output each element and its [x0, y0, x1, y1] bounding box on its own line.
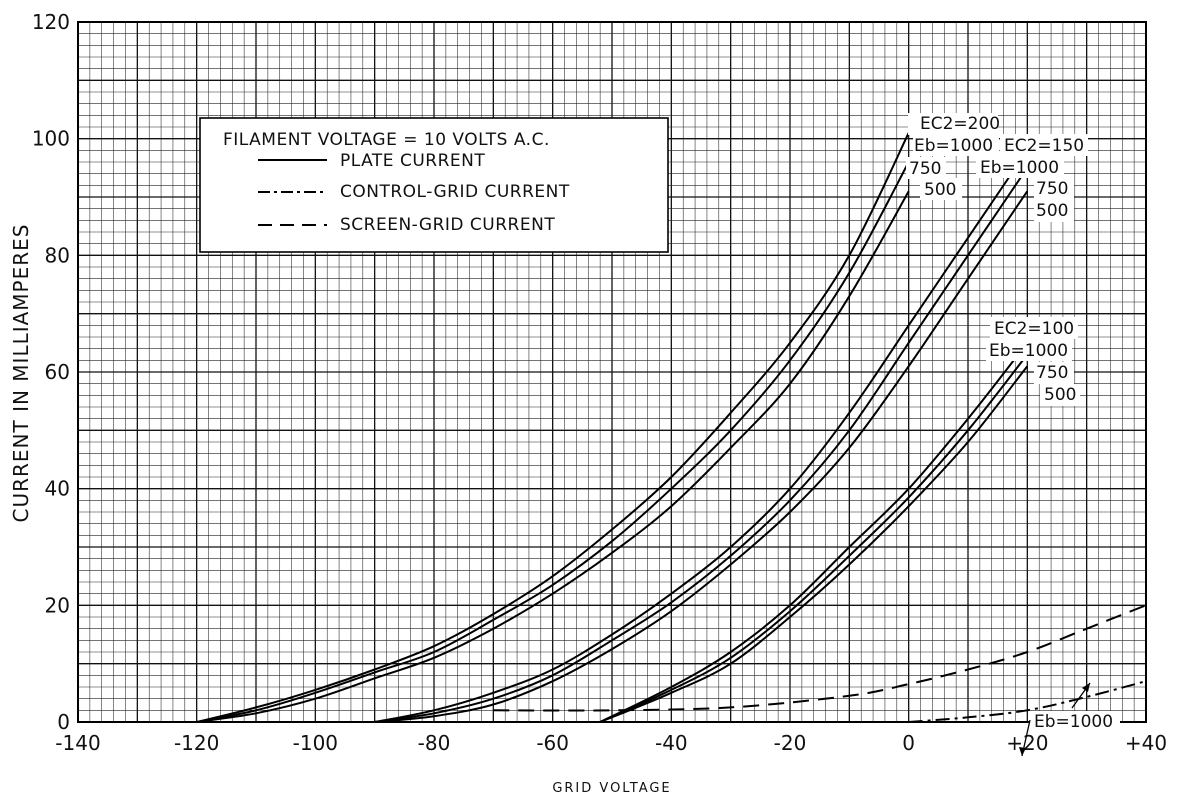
y-tick-label: 20	[45, 593, 70, 617]
label-ec2-150: EC2=150	[1004, 136, 1084, 156]
curve-ec2-150-eb-1000	[374, 149, 1029, 723]
curve-ec2-150-eb-500	[374, 190, 1029, 723]
legend-entry-plate: PLATE CURRENT	[340, 151, 485, 171]
y-tick-label: 100	[32, 127, 70, 151]
label-eb-1000-200: Eb=1000	[914, 136, 993, 156]
y-tick-label: 80	[45, 243, 70, 267]
curve-ec2-150-eb-750	[374, 167, 1029, 723]
curve-control-grid-eb-1000	[908, 680, 1147, 723]
pointer-control-grid-arrow	[1019, 747, 1026, 756]
x-tick-label: -80	[418, 731, 451, 755]
x-tick-label: -60	[536, 731, 569, 755]
legend: FILAMENT VOLTAGE = 10 VOLTS A.C. PLATE C…	[199, 117, 669, 253]
y-tick-label: 40	[45, 477, 70, 501]
label-eb-1000-grid: Eb=1000	[1034, 712, 1113, 732]
plot-curves	[196, 132, 1147, 723]
plot-frame	[77, 21, 1147, 723]
curve-ec2-200-eb-750	[196, 161, 910, 723]
x-axis-label: GRID VOLTAGE	[552, 781, 671, 796]
x-tick-label: +20	[1006, 731, 1048, 755]
label-750-100: 750	[1036, 363, 1068, 383]
y-axis-label: CURRENT IN MILLIAMPERES	[9, 224, 33, 523]
x-tick-label: 0	[902, 731, 915, 755]
curve-ec2-100-eb-1000	[599, 342, 1029, 723]
curve-ec2-200-eb-500	[196, 190, 910, 723]
grid	[77, 21, 1147, 723]
x-tick-label: +40	[1125, 731, 1167, 755]
x-tick-label: -40	[655, 731, 688, 755]
x-tick-label: -100	[293, 731, 338, 755]
label-750-200: 750	[909, 159, 941, 179]
curve-ec2-100-eb-750	[599, 353, 1029, 723]
label-ec2-200: EC2=200	[920, 114, 1000, 134]
label-500-200: 500	[924, 180, 956, 200]
legend-title: FILAMENT VOLTAGE = 10 VOLTS A.C.	[223, 130, 550, 150]
label-500-100: 500	[1044, 385, 1076, 405]
label-ec2-100: EC2=100	[994, 319, 1074, 339]
tick-labels: -140 -120 -100 -80 -60 -40 -20 0 +20 +40 0 20 40 60 80…	[32, 10, 1167, 755]
pointer-screen-grid-arrow	[1082, 683, 1090, 692]
legend-entry-screen-grid: SCREEN-GRID CURRENT	[340, 215, 555, 235]
legend-entry-control-grid: CONTROL-GRID CURRENT	[340, 182, 570, 202]
y-tick-label: 120	[32, 10, 70, 34]
legend-box	[199, 117, 669, 253]
y-tick-label: 60	[45, 360, 70, 384]
y-tick-label: 0	[57, 710, 70, 734]
curve-ec2-200-eb-1000	[196, 132, 910, 723]
label-750-150: 750	[1036, 179, 1068, 199]
label-500-150: 500	[1036, 201, 1068, 221]
curve-annotations: EC2=200 Eb=1000 750 500 EC2=150 Eb=1000 …	[906, 113, 1120, 757]
label-eb-1000-150: Eb=1000	[980, 158, 1059, 178]
label-eb-1000-100: Eb=1000	[989, 341, 1068, 361]
curve-screen-grid-eb-1000	[493, 604, 1147, 712]
x-tick-label: -20	[774, 731, 807, 755]
x-tick-label: -140	[55, 731, 100, 755]
curve-ec2-100-eb-500	[599, 365, 1029, 723]
x-tick-label: -120	[174, 731, 219, 755]
